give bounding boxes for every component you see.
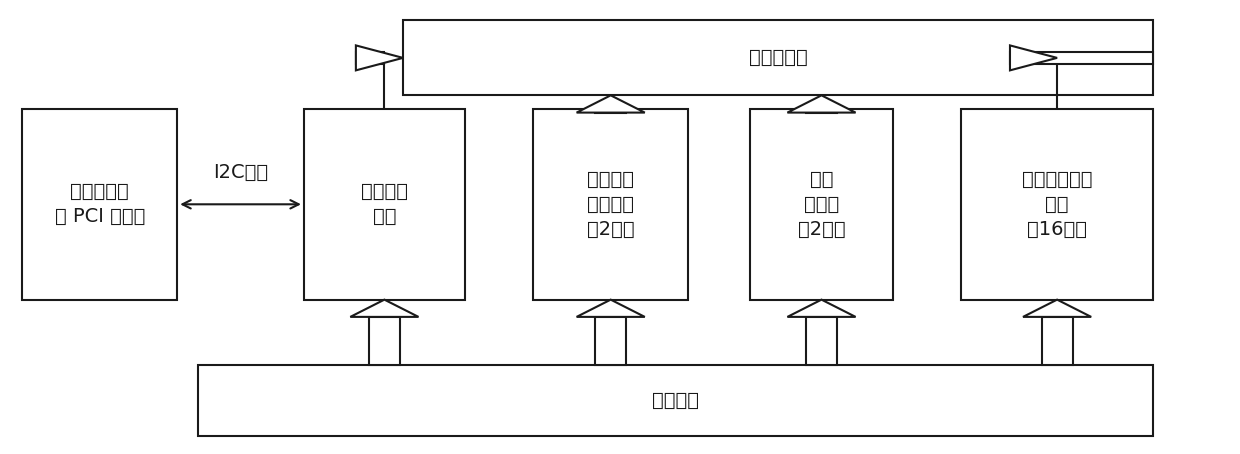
Text: I2C总线: I2C总线 (213, 163, 268, 182)
Bar (806, 109, 837, 113)
Bar (595, 317, 626, 365)
Bar (198, 365, 1153, 436)
Bar (1042, 317, 1073, 365)
Bar (403, 20, 1153, 95)
Polygon shape (350, 300, 419, 317)
Bar (961, 109, 1153, 300)
Polygon shape (787, 300, 856, 317)
Text: 系统电源: 系统电源 (652, 391, 699, 410)
Text: 适配器接口: 适配器接口 (749, 49, 807, 67)
Bar (533, 109, 688, 300)
Bar (356, 52, 384, 64)
Bar (595, 109, 626, 113)
Text: 高压精密
测量单元
（2路）: 高压精密 测量单元 （2路） (587, 170, 635, 239)
Bar (750, 109, 893, 300)
Text: 系统控制机
（ PCI 接口）: 系统控制机 （ PCI 接口） (55, 183, 145, 226)
Text: 继电器控制位
电路
（16个）: 继电器控制位 电路 （16个） (1022, 170, 1092, 239)
Bar (370, 317, 399, 365)
Bar (304, 109, 465, 300)
Polygon shape (356, 45, 403, 70)
Bar (806, 317, 837, 365)
Text: 系统接口
电路: 系统接口 电路 (361, 183, 408, 226)
Polygon shape (1009, 45, 1058, 70)
Text: 程控
电压源
（2路）: 程控 电压源 （2路） (797, 170, 846, 239)
Bar (22, 109, 177, 300)
Polygon shape (787, 95, 856, 113)
Bar (1009, 52, 1153, 64)
Polygon shape (577, 300, 645, 317)
Polygon shape (1023, 300, 1091, 317)
Polygon shape (577, 95, 645, 113)
